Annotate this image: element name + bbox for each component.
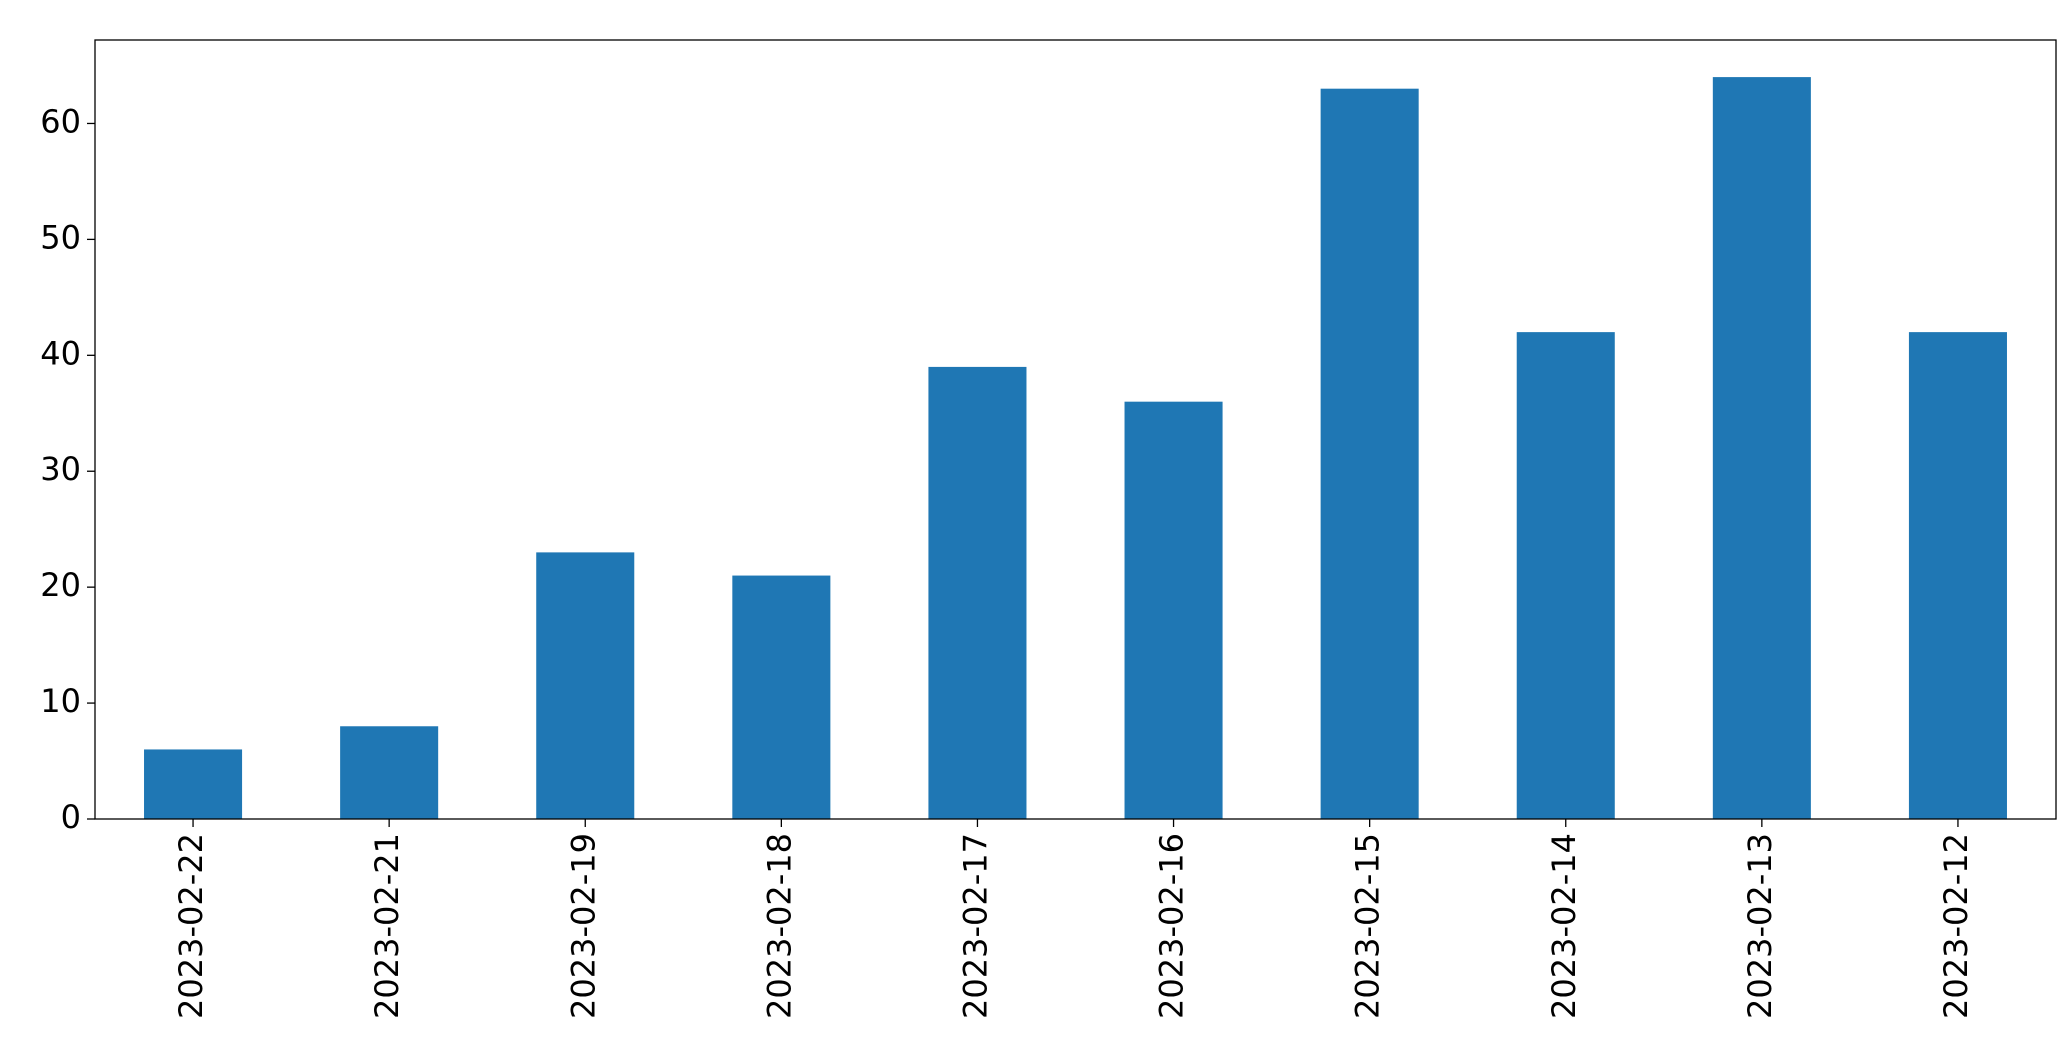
- bar: [928, 366, 1027, 819]
- x-tick-label: 2023-02-22: [172, 833, 210, 1019]
- x-tick-label: 2023-02-16: [1153, 833, 1191, 1019]
- x-tick-label: 2023-02-14: [1545, 833, 1583, 1019]
- bar: [340, 726, 439, 819]
- x-tick-label: 2023-02-18: [760, 833, 798, 1019]
- x-tick-label: 2023-02-19: [564, 833, 602, 1019]
- bar: [1124, 401, 1223, 819]
- bar: [1516, 332, 1615, 819]
- bar: [1320, 88, 1419, 819]
- plot-frame: [94, 39, 2057, 820]
- y-tick-label: 20: [40, 566, 81, 604]
- bar: [1908, 332, 2007, 819]
- x-tick-label: 2023-02-15: [1349, 833, 1387, 1019]
- x-tick-label: 2023-02-12: [1937, 833, 1975, 1019]
- y-tick-label: 50: [40, 218, 81, 256]
- y-tick-label: 0: [61, 798, 81, 836]
- bar: [1712, 77, 1811, 820]
- x-tick-label: 2023-02-21: [368, 833, 406, 1019]
- x-tick-label: 2023-02-13: [1741, 833, 1779, 1019]
- x-tick-label: 2023-02-17: [956, 833, 994, 1019]
- y-tick-label: 40: [40, 334, 81, 372]
- y-tick-label: 10: [40, 682, 81, 720]
- bar: [536, 552, 635, 819]
- y-tick-label: 60: [40, 102, 81, 140]
- bar: [144, 749, 243, 819]
- bar: [732, 575, 831, 819]
- y-tick-label: 30: [40, 450, 81, 488]
